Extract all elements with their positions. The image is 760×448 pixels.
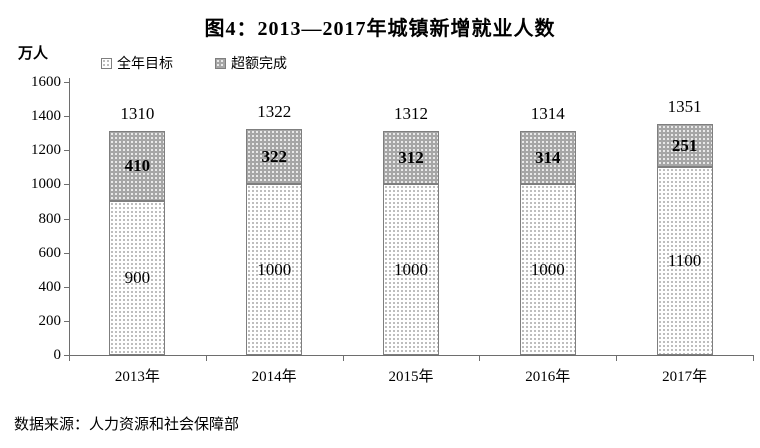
y-axis-tick — [64, 252, 69, 254]
bar-total-label: 1322 — [257, 102, 292, 122]
y-axis-tick-label: 600 — [38, 244, 62, 261]
y-axis-tick-label: 1400 — [31, 108, 61, 125]
y-axis-tick-label: 1000 — [31, 176, 61, 193]
x-axis-label: 2014年 — [251, 369, 297, 385]
y-axis-tick — [64, 320, 69, 322]
bar-segment-target: 1000 — [246, 184, 303, 355]
x-axis-tick — [753, 355, 754, 361]
bar-segment-target-value: 1000 — [257, 259, 292, 279]
bar-segment-exceeded: 251 — [656, 124, 713, 168]
legend-item-exceeded: 超额完成 — [215, 53, 287, 73]
x-axis-tick — [616, 355, 618, 361]
y-axis-tick — [64, 218, 69, 220]
y-axis-tick-label: 800 — [38, 210, 62, 227]
bar-segment-target: 900 — [109, 201, 166, 355]
x-axis-label: 2016年 — [525, 369, 571, 385]
data-source-note: 数据来源：人力资源和社会保障部 — [14, 416, 240, 433]
bar-total-label: 1312 — [394, 104, 428, 124]
bar-segment-exceeded-value: 410 — [124, 156, 151, 176]
y-axis-unit-label: 万人 — [18, 45, 49, 62]
bar-total-label: 1351 — [667, 97, 702, 117]
x-axis-tick — [479, 355, 481, 361]
legend-label-target: 全年目标 — [117, 55, 173, 71]
x-axis-tick — [342, 355, 344, 361]
x-axis-line — [69, 355, 753, 356]
bar-segment-exceeded: 314 — [519, 130, 576, 185]
bar-segment-exceeded-value: 251 — [671, 135, 698, 155]
legend: 全年目标 超额完成 — [101, 53, 287, 73]
bar-segment-exceeded-value: 312 — [398, 147, 424, 167]
legend-label-exceeded: 超额完成 — [231, 55, 287, 71]
y-axis-tick — [64, 286, 69, 288]
bar-segment-target: 1000 — [519, 184, 576, 355]
chart-title: 图4：2013—2017年城镇新增就业人数 — [204, 18, 556, 40]
y-axis-tick — [64, 150, 69, 152]
bar-segment-target-value: 900 — [124, 268, 151, 288]
legend-item-target: 全年目标 — [101, 53, 173, 73]
bar-segment-exceeded: 322 — [246, 129, 303, 185]
y-axis-tick-label: 1600 — [31, 74, 61, 90]
bar-segment-target-value: 1000 — [394, 259, 428, 279]
y-axis-tick — [64, 116, 69, 118]
bar-segment-exceeded: 410 — [109, 131, 166, 202]
x-axis-label: 2017年 — [662, 369, 708, 385]
y-axis-tick-label: 0 — [53, 347, 62, 363]
bar-total-label: 1310 — [120, 104, 155, 124]
dark-dotted-swatch-icon — [215, 57, 226, 69]
bar-segment-target: 1000 — [383, 184, 439, 355]
light-dotted-swatch-icon — [101, 57, 112, 69]
bar-segment-target: 1100 — [656, 167, 713, 355]
y-axis-line — [69, 78, 70, 361]
y-axis-tick — [64, 184, 69, 186]
bar-segment-exceeded-value: 322 — [261, 146, 287, 166]
y-axis-tick-label: 400 — [38, 278, 62, 295]
x-axis-tick — [69, 355, 70, 361]
x-axis-tick — [205, 355, 207, 361]
y-axis-tick — [64, 355, 69, 356]
bar-segment-target-value: 1000 — [530, 259, 565, 279]
y-axis-tick-label: 200 — [38, 312, 62, 329]
bar-segment-target-value: 1100 — [667, 251, 702, 271]
x-axis-label: 2013年 — [114, 369, 160, 385]
bar-segment-exceeded-value: 314 — [535, 147, 561, 167]
bar-total-label: 1314 — [530, 103, 565, 123]
y-axis-tick — [64, 82, 69, 83]
y-axis-tick-label: 1200 — [31, 142, 61, 159]
x-axis-label: 2015年 — [388, 369, 434, 385]
bar-segment-exceeded: 312 — [383, 131, 439, 185]
